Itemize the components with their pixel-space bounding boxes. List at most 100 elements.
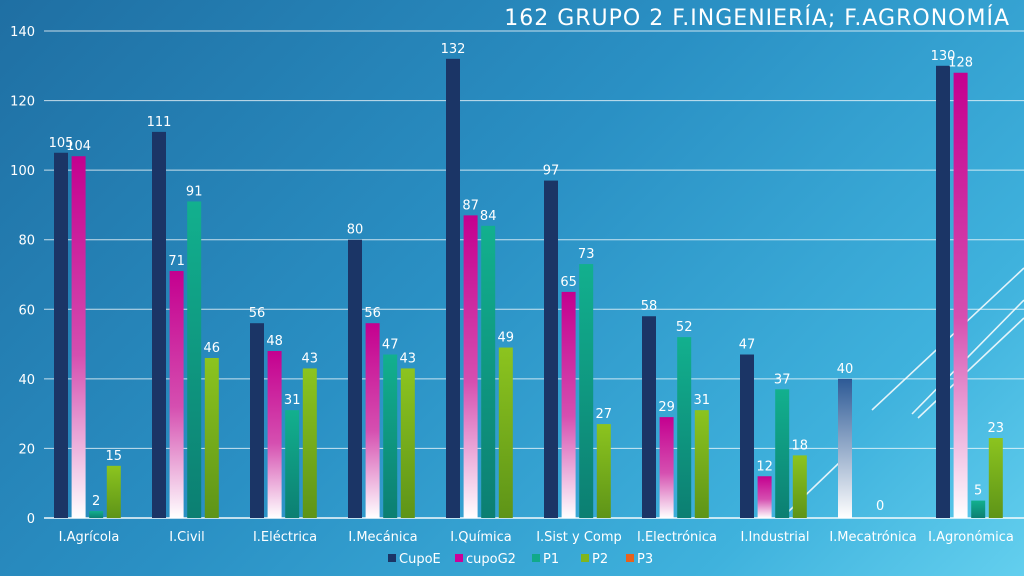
legend-swatch-cupoG2 <box>455 554 463 562</box>
bar-P2-7 <box>792 455 807 518</box>
legend-label-P3: P3 <box>637 552 653 567</box>
y-tick-label: 100 <box>10 164 35 179</box>
bar-P1-1 <box>187 201 202 518</box>
bar-P1-7 <box>775 389 790 518</box>
x-tick-label: I.Eléctrica <box>253 530 317 545</box>
legend-swatch-P2 <box>581 554 589 562</box>
data-label-P2-0: 15 <box>106 449 123 464</box>
legend: CupoE cupoG2 P1 P2 P3 <box>388 552 653 567</box>
gridlines <box>44 30 1024 519</box>
bar-P1-9 <box>971 500 986 518</box>
data-label-CupoE-1: 111 <box>147 115 172 130</box>
data-label-P2-4: 49 <box>498 331 515 346</box>
data-label-P1-1: 91 <box>186 184 203 199</box>
bars <box>54 58 1003 519</box>
y-tick-label: 20 <box>18 442 35 457</box>
legend-swatch-P3 <box>626 554 634 562</box>
bar-cupoG2-7 <box>757 476 772 518</box>
bar-cupoG2-9 <box>953 72 968 518</box>
data-label-cupoG2-2: 48 <box>266 334 283 349</box>
bar-cupoG2-0 <box>71 156 86 518</box>
bar-P2-6 <box>694 410 709 518</box>
data-label-P1-6: 52 <box>676 320 693 335</box>
bar-P1-0 <box>89 511 104 518</box>
data-label-cupoG2-6: 29 <box>658 400 675 415</box>
x-tick-label: I.Electrónica <box>637 530 717 545</box>
data-label-P2-2: 43 <box>302 351 319 366</box>
y-tick-label: 40 <box>18 373 35 388</box>
bar-CupoE-9 <box>936 65 950 519</box>
bar-cupoG2-4 <box>463 215 478 518</box>
legend-label-P2: P2 <box>592 552 608 567</box>
x-tick-label: I.Sist y Comp <box>536 530 622 545</box>
bar-CupoE-7 <box>740 354 754 518</box>
data-label-CupoE-4: 132 <box>441 42 466 57</box>
data-label-cupoG2-0: 104 <box>66 139 91 154</box>
chart-title: 162 GRUPO 2 F.INGENIERÍA; F.AGRONOMÍA <box>504 6 1010 31</box>
bar-P2-1 <box>204 357 219 518</box>
data-labels: 1051042151117191465648314380564743132878… <box>49 42 1004 514</box>
bar-P2-4 <box>498 347 513 518</box>
y-tick-label: 120 <box>10 95 35 110</box>
x-tick-label: I.Civil <box>169 530 205 545</box>
data-label-P1-4: 84 <box>480 209 497 224</box>
bar-P1-4 <box>481 225 496 519</box>
data-label-P2-3: 43 <box>400 351 417 366</box>
data-label-cupoG2-5: 65 <box>560 275 577 290</box>
data-label-CupoE-5: 97 <box>543 164 560 179</box>
bar-cupoG2-3 <box>365 323 380 518</box>
data-label-cupoG2-3: 56 <box>364 306 381 321</box>
data-label-cupoG2-4: 87 <box>462 198 479 213</box>
legend-label-P1: P1 <box>543 552 559 567</box>
data-label-P1-3: 47 <box>382 338 399 353</box>
bar-CupoE-1 <box>152 131 166 518</box>
y-tick-label: 140 <box>10 25 35 40</box>
data-label-cupoG2-1: 71 <box>168 254 185 269</box>
x-tick-label: I.Industrial <box>741 530 810 545</box>
data-label-P2-6: 31 <box>694 393 711 408</box>
y-tick-label: 60 <box>18 303 35 318</box>
bar-CupoE-0 <box>54 152 68 518</box>
bar-CupoE-4 <box>446 58 460 518</box>
bar-cupoG2-5 <box>561 291 576 518</box>
legend-swatch-CupoE <box>388 554 396 562</box>
data-label-P2-5: 27 <box>596 407 613 422</box>
bar-P2-3 <box>400 368 415 518</box>
data-label-P1-9: 5 <box>974 484 982 499</box>
data-label-cupoG2-7: 12 <box>756 459 773 474</box>
legend-label-cupoG2: cupoG2 <box>466 552 516 567</box>
bar-CupoE-3 <box>348 239 362 518</box>
bar-P1-3 <box>383 354 398 518</box>
data-label-CupoE-2: 56 <box>249 306 266 321</box>
data-label-cupoG2-9: 128 <box>948 56 973 71</box>
bar-P2-9 <box>988 437 1003 518</box>
data-label-CupoE-7: 47 <box>739 338 756 353</box>
bar-P2-5 <box>596 424 611 518</box>
x-tick-label: I.Química <box>450 530 511 545</box>
y-tick-label: 80 <box>18 234 35 249</box>
data-label-CupoE-0: 105 <box>49 136 74 151</box>
bar-CupoE-6 <box>642 316 656 518</box>
data-label-CupoE-8: 40 <box>837 362 854 377</box>
data-label-P2-1: 46 <box>204 341 221 356</box>
x-tick-label: I.Mecánica <box>348 530 417 545</box>
data-label-P1-2: 31 <box>284 393 301 408</box>
data-label-CupoE-3: 80 <box>347 223 364 238</box>
data-label-P1-8: 0 <box>876 499 884 514</box>
legend-label-CupoE: CupoE <box>399 552 441 567</box>
bar-cupoG2-6 <box>659 417 674 518</box>
x-tick-label: I.Agronómica <box>928 530 1014 545</box>
bar-CupoE-2 <box>250 323 264 518</box>
y-tick-label: 0 <box>27 512 35 527</box>
bar-cupoG2-2 <box>267 351 282 518</box>
bar-P2-0 <box>106 465 121 518</box>
bar-P1-6 <box>677 337 692 518</box>
x-tick-label: I.Agrícola <box>59 530 120 545</box>
bar-cupoG2-1 <box>169 271 184 518</box>
data-label-CupoE-9: 130 <box>931 49 956 64</box>
data-label-P1-0: 2 <box>92 494 100 509</box>
data-label-P2-9: 23 <box>988 421 1005 436</box>
legend-swatch-P1 <box>532 554 540 562</box>
